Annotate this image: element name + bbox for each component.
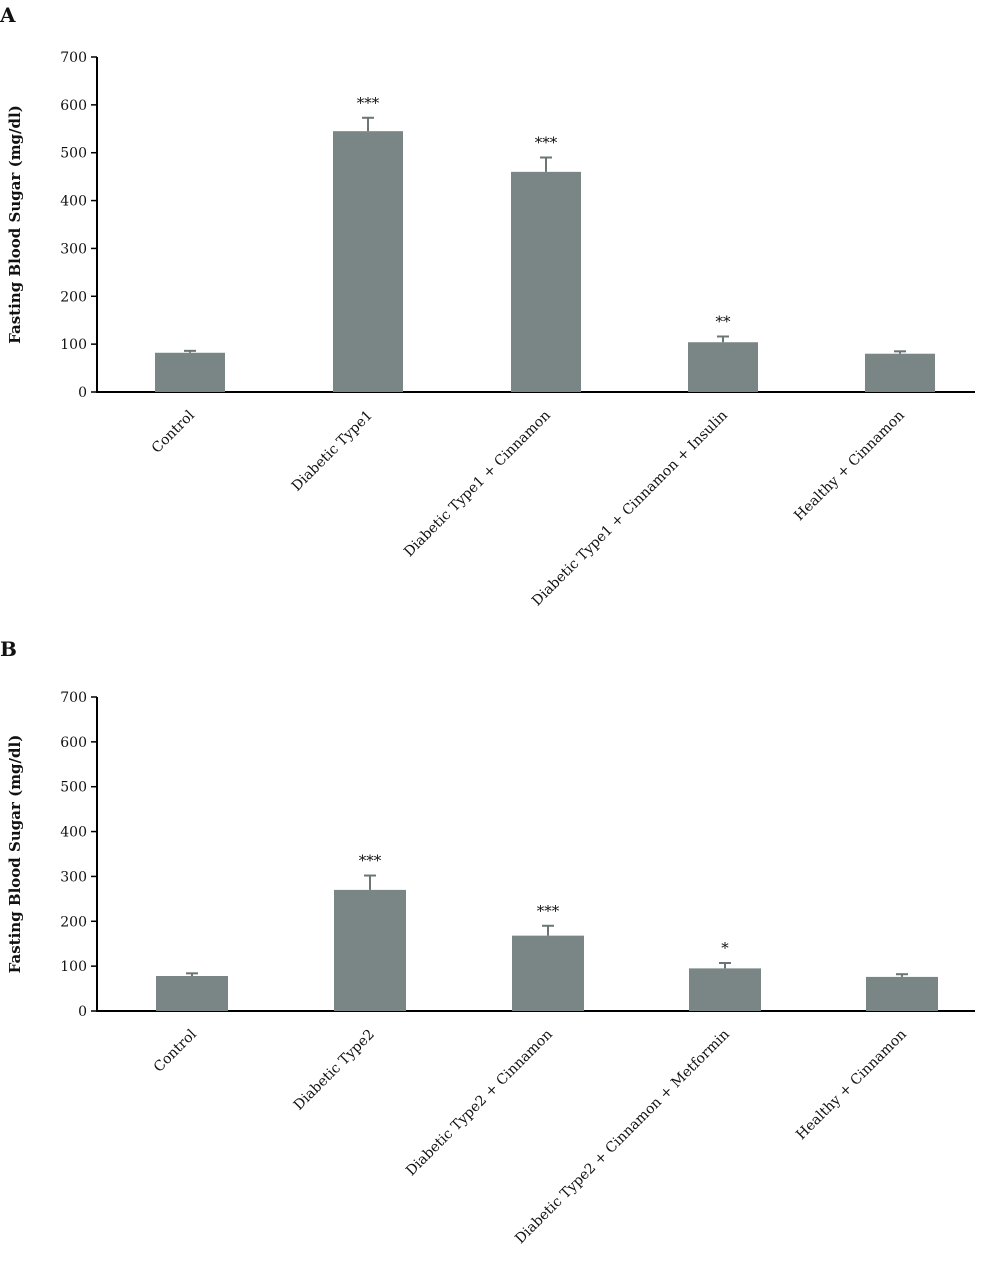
- y-tick-label: 200: [60, 289, 87, 305]
- y-tick-label: 0: [78, 385, 87, 401]
- x-category-label: Diabetic Type2 + Cinnamon: [403, 1027, 556, 1180]
- y-tick-label: 700: [60, 50, 87, 66]
- bar: [333, 131, 403, 392]
- bar: [688, 342, 758, 392]
- significance-marker: *: [721, 939, 729, 957]
- x-category-label: Control: [149, 407, 198, 456]
- x-category-label: Diabetic Type2 + Cinnamon + Metformin: [512, 1027, 733, 1248]
- significance-marker: ***: [359, 852, 382, 870]
- x-category-label: Healthy + Cinnamon: [791, 408, 908, 525]
- significance-marker: ***: [535, 134, 558, 152]
- y-tick-label: 300: [60, 241, 87, 257]
- bar: [689, 968, 761, 1011]
- y-tick-label: 600: [60, 735, 87, 751]
- bar: [334, 889, 406, 1011]
- significance-marker: **: [716, 312, 732, 330]
- x-category-label: Healthy + Cinnamon: [793, 1027, 910, 1144]
- y-tick-label: 400: [60, 825, 87, 841]
- x-category-label: Diabetic Type1: [289, 408, 376, 495]
- x-category-label: Diabetic Type1 + Cinnamon: [401, 408, 554, 561]
- bar: [865, 353, 935, 392]
- y-tick-label: 500: [60, 146, 87, 162]
- y-tick-label: 600: [60, 98, 87, 114]
- y-tick-label: 100: [60, 959, 87, 975]
- x-category-label: Diabetic Type1 + Cinnamon + Insulin: [529, 408, 731, 610]
- bar: [866, 976, 938, 1011]
- y-tick-label: 400: [60, 194, 87, 210]
- y-tick-label: 300: [60, 869, 87, 885]
- y-tick-label: 700: [60, 690, 87, 706]
- bar: [156, 976, 228, 1011]
- panel-label: A: [0, 3, 16, 27]
- bar: [512, 935, 584, 1011]
- y-tick-label: 100: [60, 337, 87, 353]
- y-tick-label: 200: [60, 914, 87, 930]
- bar: [155, 352, 225, 392]
- x-category-label: Diabetic Type2: [291, 1027, 378, 1114]
- panel-label: B: [0, 637, 17, 661]
- significance-marker: ***: [537, 902, 560, 920]
- y-axis-label: Fasting Blood Sugar (mg/dl): [6, 735, 24, 974]
- y-tick-label: 500: [60, 780, 87, 796]
- significance-marker: ***: [357, 94, 380, 112]
- chart-panel-a: A Fasting Blood Sugar (mg/dl) 0 100 200 300 40…: [0, 3, 975, 609]
- x-category-label: Control: [151, 1026, 200, 1075]
- bar: [511, 171, 581, 392]
- y-axis-label: Fasting Blood Sugar (mg/dl): [6, 105, 24, 344]
- chart-panel-b: B Fasting Blood Sugar (mg/dl) 0 100 200 300 40…: [0, 637, 975, 1247]
- y-tick-label: 0: [78, 1004, 87, 1020]
